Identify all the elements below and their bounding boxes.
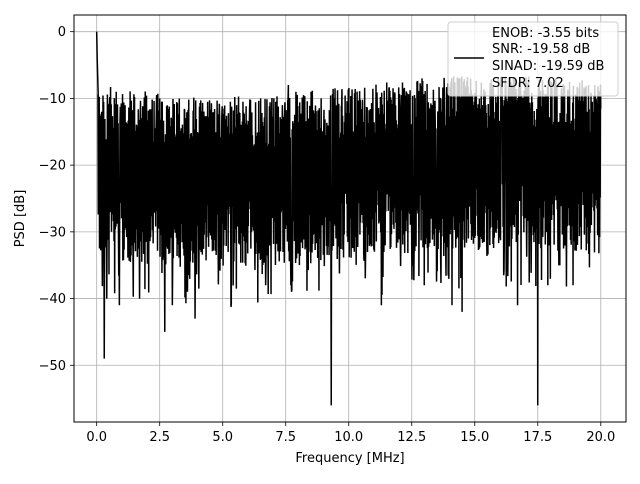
x-axis-label: Frequency [MHz]	[295, 451, 404, 466]
x-tick-label: 5.0	[212, 430, 233, 445]
x-tick-label: 15.0	[460, 430, 489, 445]
legend-enob: ENOB: -3.55 bits	[492, 26, 599, 41]
plot-frame	[73, 14, 627, 423]
psd-series-line	[95, 31, 602, 406]
y-tick-label: 0	[58, 25, 66, 40]
legend-sfdr: SFDR: 7.02	[492, 76, 564, 91]
y-tick-label: −10	[39, 92, 66, 107]
y-tick-label: −40	[39, 292, 66, 307]
x-axis-ticks: 0.0 2.5 5.0 7.5 10.0 12.5 15.0 17.5 20.0	[86, 422, 615, 445]
legend-sinad: SINAD: -19.59 dB	[492, 59, 604, 74]
x-tick-label: 10.0	[334, 430, 363, 445]
legend-snr: SNR: -19.58 dB	[492, 42, 590, 57]
y-axis-ticks: 0 −10 −20 −30 −40 −50	[39, 25, 74, 374]
x-tick-label: 17.5	[523, 430, 552, 445]
x-tick-label: 12.5	[397, 430, 426, 445]
legend: ENOB: -3.55 bits SNR: -19.58 dB SINAD: -…	[447, 21, 619, 97]
y-tick-label: −30	[39, 225, 66, 240]
y-tick-label: −50	[39, 359, 66, 374]
y-axis-label: PSD [dB]	[13, 190, 28, 248]
psd-line-group	[95, 31, 602, 406]
legend-box	[447, 21, 619, 97]
x-tick-label: 2.5	[149, 430, 170, 445]
x-tick-label: 0.0	[86, 430, 107, 445]
x-tick-label: 20.0	[586, 430, 615, 445]
x-tick-label: 7.5	[275, 430, 296, 445]
y-tick-label: −20	[39, 159, 66, 174]
